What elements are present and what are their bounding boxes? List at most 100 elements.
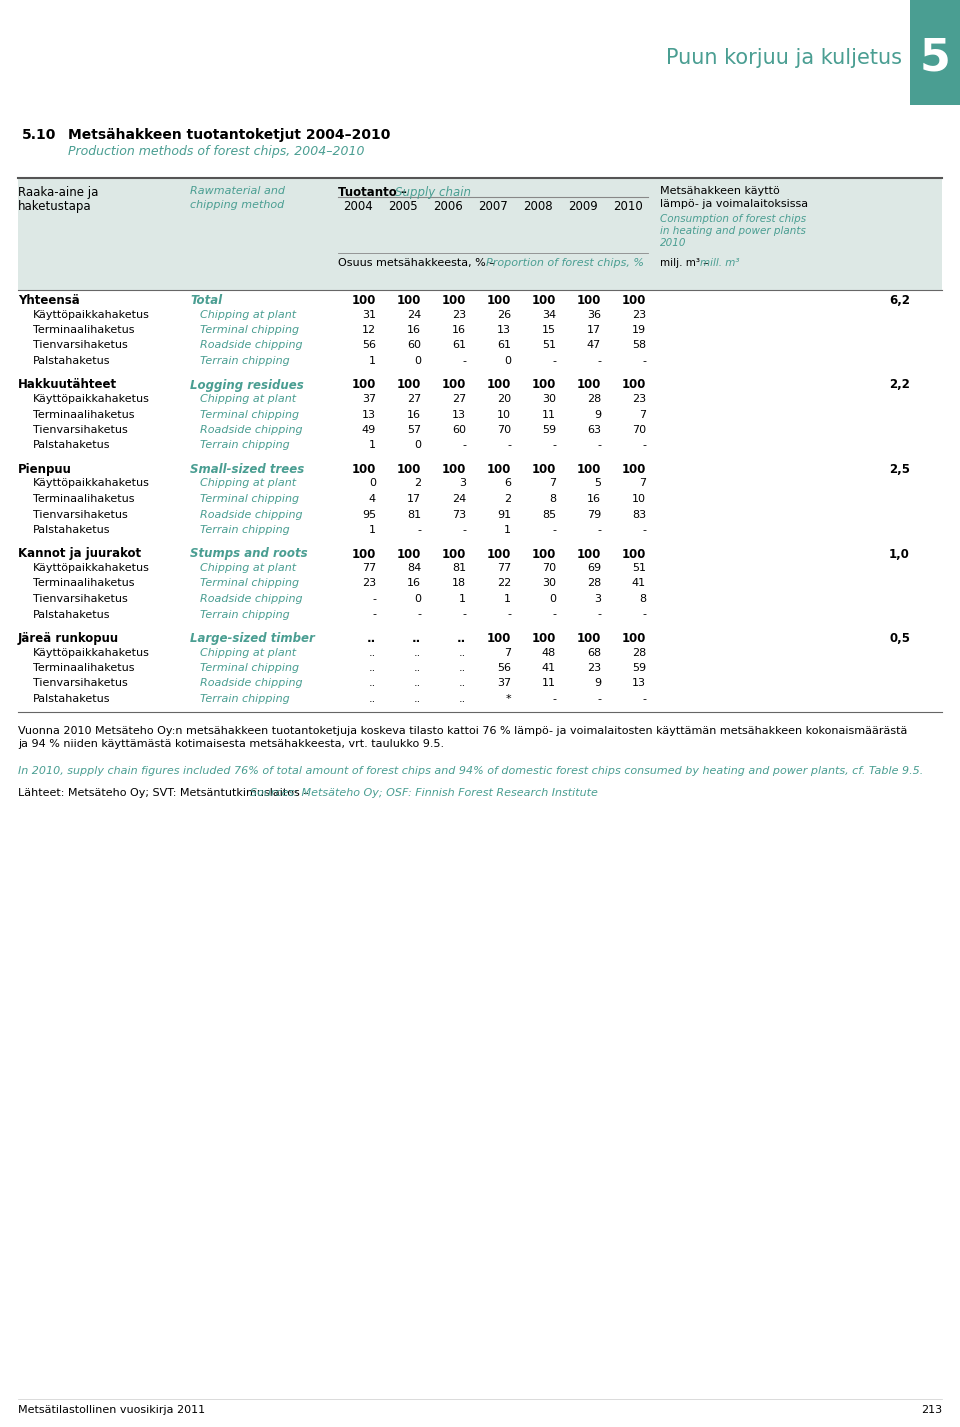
- Text: Terminaalihaketus: Terminaalihaketus: [33, 410, 134, 420]
- Text: Roadside chipping: Roadside chipping: [200, 594, 302, 604]
- Text: 13: 13: [362, 410, 376, 420]
- Text: 100: 100: [487, 548, 511, 561]
- Text: Chipping at plant: Chipping at plant: [200, 394, 296, 404]
- Text: 23: 23: [632, 394, 646, 404]
- Text: 70: 70: [541, 564, 556, 574]
- Text: 23: 23: [452, 310, 466, 320]
- Text: 1: 1: [369, 525, 376, 535]
- Text: Kannot ja juurakot: Kannot ja juurakot: [18, 548, 141, 561]
- Text: Production methods of forest chips, 2004–2010: Production methods of forest chips, 2004…: [68, 146, 365, 158]
- Text: 18: 18: [452, 578, 466, 588]
- Text: 100: 100: [396, 548, 421, 561]
- Text: 1: 1: [369, 355, 376, 365]
- Text: 100: 100: [442, 548, 466, 561]
- Text: Roadside chipping: Roadside chipping: [200, 678, 302, 688]
- Text: chipping method: chipping method: [190, 200, 284, 210]
- Text: 70: 70: [497, 425, 511, 435]
- Text: mill. m³: mill. m³: [700, 258, 739, 268]
- Text: 11: 11: [542, 678, 556, 688]
- Text: 28: 28: [632, 648, 646, 658]
- Text: Vuonna 2010 Metsäteho Oy:n metsähakkeen tuotantoketjuja koskeva tilasto kattoi 7: Vuonna 2010 Metsäteho Oy:n metsähakkeen …: [18, 725, 907, 749]
- Text: 13: 13: [632, 678, 646, 688]
- Text: Supply chain: Supply chain: [395, 186, 471, 198]
- Text: ..: ..: [414, 648, 421, 658]
- Text: Roadside chipping: Roadside chipping: [200, 509, 302, 519]
- Text: 1: 1: [504, 594, 511, 604]
- Text: 17: 17: [407, 494, 421, 504]
- Text: 100: 100: [532, 632, 556, 645]
- Text: 0: 0: [504, 355, 511, 365]
- Text: ..: ..: [459, 694, 466, 704]
- Text: 79: 79: [587, 509, 601, 519]
- Text: 0: 0: [414, 594, 421, 604]
- Text: Terminal chipping: Terminal chipping: [200, 664, 300, 674]
- Text: 2006: 2006: [433, 200, 463, 213]
- Text: 24: 24: [407, 310, 421, 320]
- Text: Chipping at plant: Chipping at plant: [200, 310, 296, 320]
- Text: Total: Total: [190, 294, 222, 307]
- Text: 11: 11: [542, 410, 556, 420]
- Text: 95: 95: [362, 509, 376, 519]
- Bar: [910, 0, 960, 106]
- Text: 12: 12: [362, 325, 376, 335]
- Text: Metsähakkeen tuotantoketjut 2004–2010: Metsähakkeen tuotantoketjut 2004–2010: [68, 128, 391, 143]
- Text: Tienvarsihaketus: Tienvarsihaketus: [33, 509, 128, 519]
- Text: -: -: [552, 609, 556, 619]
- Text: 7: 7: [638, 478, 646, 488]
- Text: -: -: [462, 609, 466, 619]
- Text: 1: 1: [504, 525, 511, 535]
- Text: Osuus metsähakkeesta, % –: Osuus metsähakkeesta, % –: [338, 258, 498, 268]
- Text: Pienpuu: Pienpuu: [18, 462, 72, 477]
- Text: 100: 100: [396, 462, 421, 477]
- Text: 5: 5: [920, 36, 950, 80]
- Text: 16: 16: [407, 325, 421, 335]
- Text: 17: 17: [587, 325, 601, 335]
- Text: 2005: 2005: [388, 200, 418, 213]
- Text: 8: 8: [638, 594, 646, 604]
- Text: 13: 13: [497, 325, 511, 335]
- Text: -: -: [552, 355, 556, 365]
- Text: 91: 91: [497, 509, 511, 519]
- Text: Chipping at plant: Chipping at plant: [200, 648, 296, 658]
- Text: Roadside chipping: Roadside chipping: [200, 425, 302, 435]
- Text: 59: 59: [632, 664, 646, 674]
- Text: Terminaalihaketus: Terminaalihaketus: [33, 325, 134, 335]
- Text: 100: 100: [577, 294, 601, 307]
- Text: 56: 56: [362, 341, 376, 351]
- Text: -: -: [507, 609, 511, 619]
- Text: 16: 16: [452, 325, 466, 335]
- Text: 4: 4: [369, 494, 376, 504]
- Text: -: -: [462, 525, 466, 535]
- Bar: [18, 178, 942, 290]
- Text: 7: 7: [549, 478, 556, 488]
- Text: 61: 61: [497, 341, 511, 351]
- Text: 51: 51: [542, 341, 556, 351]
- Text: 1,0: 1,0: [889, 548, 910, 561]
- Text: 16: 16: [407, 410, 421, 420]
- Text: ..: ..: [369, 664, 376, 674]
- Text: 9: 9: [594, 410, 601, 420]
- Text: 77: 77: [496, 564, 511, 574]
- Text: Terminaalihaketus: Terminaalihaketus: [33, 494, 134, 504]
- Text: -: -: [597, 441, 601, 451]
- Text: 100: 100: [396, 294, 421, 307]
- Text: 100: 100: [577, 548, 601, 561]
- Text: Lähteet: Metsäteho Oy; SVT: Metsäntutkimuslaitos –: Lähteet: Metsäteho Oy; SVT: Metsäntutkim…: [18, 788, 312, 798]
- Text: 23: 23: [587, 664, 601, 674]
- Text: Käyttöpaikkahaketus: Käyttöpaikkahaketus: [33, 648, 150, 658]
- Text: 213: 213: [921, 1406, 942, 1416]
- Text: -: -: [642, 441, 646, 451]
- Text: Terrain chipping: Terrain chipping: [200, 694, 290, 704]
- Text: 100: 100: [622, 294, 646, 307]
- Text: 28: 28: [587, 394, 601, 404]
- Text: 2004: 2004: [343, 200, 372, 213]
- Text: ..: ..: [414, 694, 421, 704]
- Text: 2,2: 2,2: [889, 378, 910, 391]
- Text: 8: 8: [549, 494, 556, 504]
- Text: Proportion of forest chips, %: Proportion of forest chips, %: [486, 258, 644, 268]
- Text: 100: 100: [487, 632, 511, 645]
- Text: 5: 5: [594, 478, 601, 488]
- Text: -: -: [642, 609, 646, 619]
- Text: 100: 100: [442, 462, 466, 477]
- Text: 100: 100: [442, 294, 466, 307]
